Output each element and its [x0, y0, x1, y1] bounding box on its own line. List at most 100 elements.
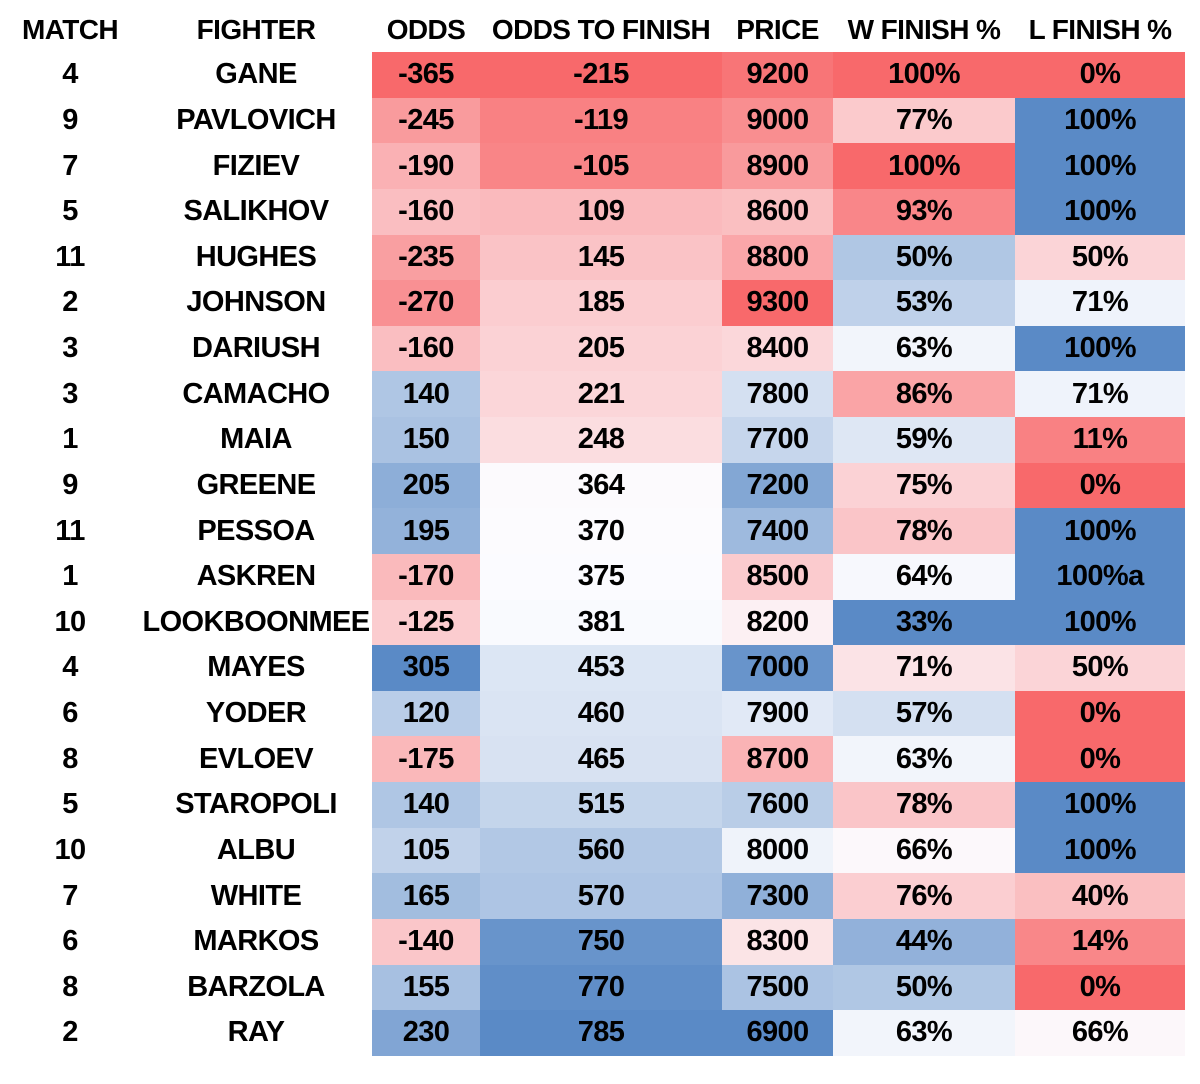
table-row: 2 RAY 230 785 6900 63% 66%: [0, 1010, 1185, 1056]
cell-odds-to-finish: 205: [480, 325, 722, 372]
cell-match: 3: [62, 377, 78, 410]
table-row: 6 YODER 120 460 7900 57% 0%: [0, 690, 1185, 737]
cell-odds: -245: [372, 97, 480, 144]
table-row: 10 LOOKBOONMEE -125 381 8200 33% 100%: [0, 599, 1185, 646]
cell-price: 9200: [722, 52, 833, 98]
table-row: 10 ALBU 105 560 8000 66% 100%: [0, 827, 1185, 874]
cell-odds: 230: [372, 1010, 480, 1056]
cell-w-finish-pct: 66%: [833, 827, 1015, 874]
cell-w-finish-pct: 57%: [833, 690, 1015, 737]
cell-w-finish-pct: 75%: [833, 462, 1015, 509]
cell-l-finish-pct: 71%: [1015, 371, 1185, 417]
table-row: 11 HUGHES -235 145 8800 50% 50%: [0, 234, 1185, 281]
cell-l-finish-pct: 0%: [1015, 462, 1185, 509]
cell-match: 1: [62, 423, 78, 456]
cell-l-finish-pct: 66%: [1015, 1010, 1185, 1056]
cell-match: 7: [62, 149, 78, 182]
cell-fighter: ASKREN: [196, 560, 316, 593]
cell-match: 8: [62, 742, 78, 775]
cell-odds: 150: [372, 417, 480, 463]
cell-price: 8300: [722, 918, 833, 965]
cell-match: 3: [62, 332, 78, 365]
cell-odds-to-finish: 185: [480, 280, 722, 326]
header-odds-to-finish: ODDS TO FINISH: [491, 14, 711, 45]
cell-w-finish-pct: 93%: [833, 188, 1015, 235]
cell-match: 5: [62, 195, 78, 228]
cell-l-finish-pct: 0%: [1015, 736, 1185, 782]
cell-odds-to-finish: 248: [480, 417, 722, 463]
cell-price: 8400: [722, 325, 833, 372]
cell-match: 4: [62, 651, 78, 684]
cell-fighter: GANE: [215, 58, 297, 91]
table-row: 4 GANE -365 -215 9200 100% 0%: [0, 52, 1185, 98]
cell-match: 9: [62, 468, 78, 501]
cell-price: 8900: [722, 143, 833, 189]
cell-odds: -235: [372, 234, 480, 281]
cell-odds-to-finish: -119: [480, 97, 722, 144]
header-fighter: FIGHTER: [196, 14, 316, 45]
cell-match: 4: [62, 58, 78, 91]
header-odds: ODDS: [386, 14, 466, 45]
cell-fighter: CAMACHO: [182, 377, 330, 410]
cell-price: 7400: [722, 508, 833, 554]
cell-odds: 140: [372, 782, 480, 828]
cell-match: 9: [62, 103, 78, 136]
cell-fighter: PESSOA: [197, 514, 315, 547]
table-row: 3 DARIUSH -160 205 8400 63% 100%: [0, 325, 1185, 372]
cell-match: 11: [55, 514, 85, 547]
cell-odds: 105: [372, 827, 480, 874]
cell-l-finish-pct: 71%: [1015, 280, 1185, 326]
cell-odds-to-finish: 560: [480, 827, 722, 874]
cell-l-finish-pct: 0%: [1015, 964, 1185, 1011]
cell-fighter: SALIKHOV: [183, 195, 329, 228]
cell-fighter: STAROPOLI: [175, 788, 337, 821]
table-row: 1 MAIA 150 248 7700 59% 11%: [0, 417, 1185, 463]
cell-odds-to-finish: 109: [480, 188, 722, 235]
cell-w-finish-pct: 53%: [833, 280, 1015, 326]
cell-w-finish-pct: 76%: [833, 873, 1015, 919]
table-row: 1 ASKREN -170 375 8500 64% 100%a: [0, 553, 1185, 600]
cell-w-finish-pct: 50%: [833, 964, 1015, 1011]
header-l-finish-pct: L FINISH %: [1028, 14, 1172, 45]
table-row: 7 FIZIEV -190 -105 8900 100% 100%: [0, 143, 1185, 189]
table-row: 3 CAMACHO 140 221 7800 86% 71%: [0, 371, 1185, 417]
header-price: PRICE: [736, 14, 819, 45]
cell-odds: -365: [372, 52, 480, 98]
cell-match: 6: [62, 925, 78, 958]
cell-w-finish-pct: 100%: [833, 52, 1015, 98]
finish-odds-table: MATCH FIGHTER ODDS ODDS TO FINISH PRICE W FIN…: [0, 14, 1185, 1056]
cell-odds-to-finish: 221: [480, 371, 722, 417]
cell-l-finish-pct: 100%: [1015, 325, 1185, 372]
cell-price: 7700: [722, 417, 833, 463]
cell-price: 8000: [722, 827, 833, 874]
table-row: 8 EVLOEV -175 465 8700 63% 0%: [0, 736, 1185, 782]
cell-odds-to-finish: 785: [480, 1010, 722, 1056]
cell-l-finish-pct: 11%: [1015, 417, 1185, 463]
table-row: 5 SALIKHOV -160 109 8600 93% 100%: [0, 188, 1185, 235]
cell-w-finish-pct: 63%: [833, 736, 1015, 782]
cell-match: 6: [62, 697, 78, 730]
cell-fighter: FIZIEV: [212, 149, 300, 182]
header-match: MATCH: [21, 14, 119, 45]
cell-fighter: JOHNSON: [186, 286, 326, 319]
cell-price: 7600: [722, 782, 833, 828]
cell-l-finish-pct: 0%: [1015, 52, 1185, 98]
cell-odds: -190: [372, 143, 480, 189]
cell-odds-to-finish: 515: [480, 782, 722, 828]
cell-price: 8700: [722, 736, 833, 782]
cell-w-finish-pct: 63%: [833, 325, 1015, 372]
cell-w-finish-pct: 63%: [833, 1010, 1015, 1056]
cell-match: 11: [55, 240, 85, 273]
cell-w-finish-pct: 100%: [833, 143, 1015, 189]
cell-w-finish-pct: 33%: [833, 599, 1015, 646]
cell-l-finish-pct: 40%: [1015, 873, 1185, 919]
cell-fighter: DARIUSH: [192, 332, 321, 365]
cell-l-finish-pct: 100%: [1015, 599, 1185, 646]
cell-match: 7: [62, 879, 78, 912]
cell-odds-to-finish: 465: [480, 736, 722, 782]
cell-odds-to-finish: 145: [480, 234, 722, 281]
cell-odds-to-finish: 375: [480, 553, 722, 600]
cell-w-finish-pct: 50%: [833, 234, 1015, 281]
cell-price: 8500: [722, 553, 833, 600]
cell-price: 7800: [722, 371, 833, 417]
